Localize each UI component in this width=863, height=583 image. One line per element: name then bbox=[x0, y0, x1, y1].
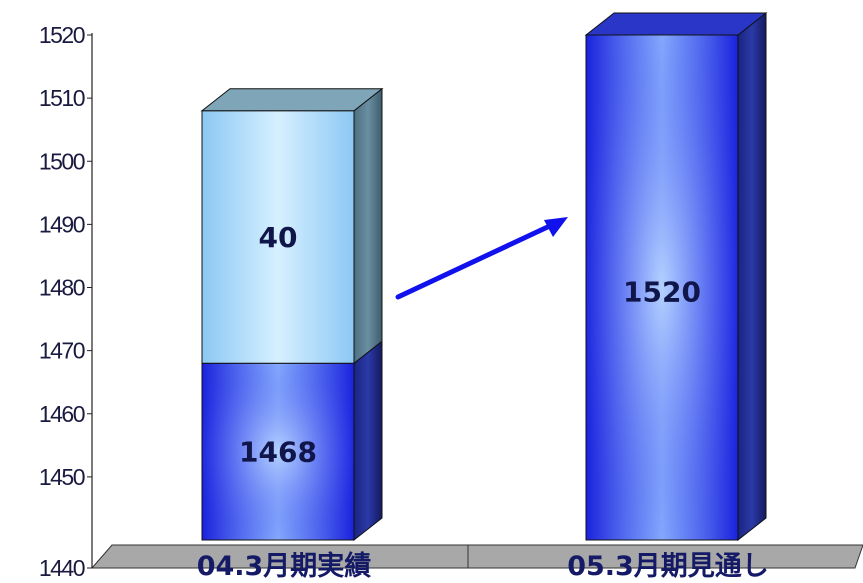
y-tick-label: 1460 bbox=[39, 401, 85, 427]
x-category-label: 05.3月期見通し bbox=[567, 551, 769, 582]
x-category-label: 04.3月期実績 bbox=[197, 550, 372, 582]
y-tick-label: 1440 bbox=[39, 555, 85, 581]
y-tick-label: 1450 bbox=[39, 464, 85, 490]
chart-floor bbox=[90, 544, 863, 569]
bar-segment-base bbox=[201, 340, 383, 542]
y-tick-label: 1480 bbox=[39, 275, 85, 301]
bar-segment-added bbox=[200, 87, 384, 365]
bar-segment-base bbox=[584, 11, 768, 542]
bar-value-label: 1468 bbox=[239, 436, 317, 469]
trend-arrow bbox=[395, 217, 568, 300]
y-tick-label: 1510 bbox=[39, 85, 85, 111]
y-tick-label: 1520 bbox=[39, 22, 85, 48]
y-tick-label: 1500 bbox=[39, 148, 85, 174]
y-tick-label: 1470 bbox=[39, 338, 85, 364]
bar-value-label: 40 bbox=[259, 221, 298, 254]
y-tick-label: 1490 bbox=[39, 211, 85, 237]
bar-value-label: 1520 bbox=[623, 276, 701, 309]
